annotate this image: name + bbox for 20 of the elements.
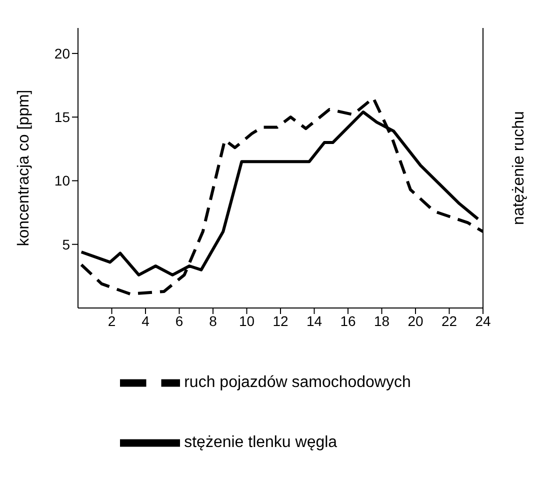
y-tick-label: 20 (54, 45, 70, 62)
x-tick-label: 10 (238, 312, 255, 329)
y-axis-title: koncentracja co [ppm] (16, 90, 33, 246)
legend-label: ruch pojazdów samochodowych (184, 374, 411, 392)
x-tick-label: 8 (209, 312, 218, 329)
x-tick-label: 24 (475, 312, 491, 329)
y2-axis-title: natężenie ruchu (510, 111, 528, 225)
y-tick-label: 10 (54, 172, 70, 189)
legend-label: stężenie tlenku węgla (184, 434, 338, 452)
x-tick-label: 12 (272, 312, 288, 329)
x-tick-label: 18 (374, 312, 390, 329)
x-tick-label: 16 (340, 312, 356, 329)
x-tick-label: 2 (108, 312, 116, 329)
y-tick-label: 5 (62, 236, 70, 252)
x-tick-label: 4 (142, 312, 150, 329)
x-tick-label: 14 (306, 312, 322, 329)
x-tick-label: 22 (441, 312, 458, 329)
x-tick-label: 20 (408, 312, 424, 329)
x-tick-label: 6 (175, 312, 184, 329)
y-tick-label: 15 (54, 109, 70, 126)
